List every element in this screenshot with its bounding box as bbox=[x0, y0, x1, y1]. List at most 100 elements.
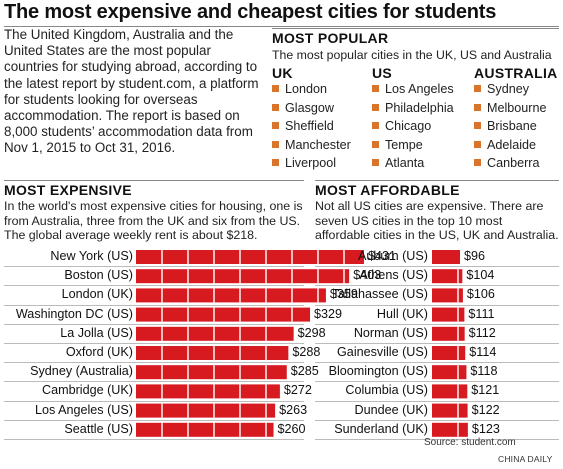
city-name: Glasgow bbox=[285, 100, 334, 115]
column-head-uk: UK bbox=[272, 65, 293, 81]
expensive-bar bbox=[136, 384, 280, 399]
city-name: Chicago bbox=[385, 119, 432, 134]
expensive-value-label: $403 bbox=[353, 268, 382, 283]
affordable-category-label: Hull (UK) bbox=[376, 306, 428, 321]
city-name: Liverpool bbox=[285, 156, 337, 171]
popular-city: Canberra bbox=[474, 156, 540, 170]
affordable-bar bbox=[432, 307, 465, 322]
city-name: Brisbane bbox=[487, 119, 537, 134]
popular-city: Sydney bbox=[474, 82, 529, 96]
affordable-category-label: Athens (US) bbox=[359, 268, 428, 283]
row-separator bbox=[4, 419, 304, 421]
row-separator bbox=[4, 400, 304, 402]
popular-city: Melbourne bbox=[474, 101, 547, 115]
row-separator bbox=[4, 266, 304, 268]
affordable-category-label: Dundee (UK) bbox=[354, 402, 429, 417]
popular-city: Manchester bbox=[272, 138, 351, 152]
popular-city: London bbox=[272, 82, 327, 96]
affordable-category-label: Gainesville (US) bbox=[337, 345, 428, 359]
popular-city: Chicago bbox=[372, 119, 431, 133]
city-marker bbox=[372, 159, 379, 167]
affordable-bar bbox=[432, 288, 463, 303]
city-marker bbox=[372, 140, 379, 148]
intro-paragraph: The United Kingdom, Australia and the Un… bbox=[4, 27, 259, 156]
row-separator bbox=[4, 343, 304, 344]
affordable-bar bbox=[432, 422, 468, 437]
popular-city: Sheffield bbox=[272, 119, 334, 133]
affordable-value-label: $96 bbox=[464, 249, 486, 263]
row-separator bbox=[4, 439, 304, 440]
row-separator bbox=[4, 304, 304, 306]
affordable-bar bbox=[432, 346, 466, 360]
row-separator bbox=[4, 362, 304, 364]
expensive-bar bbox=[136, 422, 274, 437]
expensive-category-label: Seattle (US) bbox=[64, 421, 133, 436]
column-head-us: US bbox=[372, 65, 393, 81]
city-marker bbox=[474, 140, 481, 148]
affordable-value-label: $114 bbox=[469, 345, 497, 359]
city-name: Sydney bbox=[487, 82, 530, 96]
city-marker bbox=[372, 103, 379, 111]
city-name: Philadelphia bbox=[385, 100, 454, 115]
affordable-category-label: Norman (US) bbox=[353, 325, 428, 340]
affordable-title: MOST AFFORDABLE bbox=[315, 182, 460, 198]
city-marker bbox=[272, 159, 279, 167]
affordable-category-label: Auburn (US) bbox=[358, 249, 428, 263]
affordable-category-label: Sunderland (UK) bbox=[334, 421, 428, 436]
affordable-value-label: $104 bbox=[466, 268, 495, 283]
expensive-bar bbox=[136, 403, 276, 418]
expensive-bar bbox=[136, 250, 364, 264]
expensive-divider bbox=[4, 180, 304, 181]
popular-city: Tempe bbox=[372, 138, 423, 152]
expensive-value-label: $263 bbox=[279, 402, 308, 417]
city-marker bbox=[474, 103, 481, 111]
affordable-value-label: $122 bbox=[471, 402, 500, 417]
city-name: Los Angeles bbox=[385, 82, 454, 96]
expensive-bar bbox=[136, 288, 326, 303]
city-marker bbox=[272, 122, 279, 130]
city-name: Sheffield bbox=[285, 119, 334, 134]
city-name: Tempe bbox=[385, 137, 423, 152]
popular-city: Philadelphia bbox=[372, 101, 454, 115]
row-separator bbox=[315, 266, 559, 268]
row-separator bbox=[315, 400, 559, 402]
expensive-category-label: Boston (US) bbox=[64, 268, 133, 283]
popular-city: Adelaide bbox=[474, 138, 536, 152]
row-separator bbox=[315, 439, 559, 440]
expensive-category-label: Cambridge (UK) bbox=[42, 383, 133, 398]
popular-city: Brisbane bbox=[474, 119, 537, 133]
expensive-value-label: $329 bbox=[314, 306, 343, 321]
popular-divider bbox=[272, 28, 559, 29]
source-note: Source: student.com bbox=[424, 437, 516, 448]
affordable-value-label: $118 bbox=[470, 364, 498, 379]
affordable-category-label: Tallahassee (US) bbox=[332, 287, 428, 302]
column-head-australia: AUSTRALIA bbox=[474, 65, 558, 81]
expensive-category-label: Washington DC (US) bbox=[15, 306, 133, 321]
city-marker bbox=[272, 85, 279, 92]
expensive-value-label: $260 bbox=[277, 421, 306, 436]
expensive-bar bbox=[136, 326, 294, 341]
affordable-bar bbox=[432, 269, 463, 284]
expensive-category-label: New York (US) bbox=[50, 249, 133, 263]
popular-city: Atlanta bbox=[372, 156, 424, 170]
city-name: Melbourne bbox=[487, 100, 547, 115]
expensive-category-label: London (UK) bbox=[61, 287, 133, 302]
expensive-category-label: Sydney (Australia) bbox=[30, 364, 133, 379]
city-marker bbox=[474, 122, 481, 130]
expensive-category-label: La Jolla (US) bbox=[60, 325, 133, 340]
expensive-bar bbox=[136, 365, 287, 380]
city-marker bbox=[372, 85, 379, 92]
row-separator bbox=[4, 285, 304, 287]
expensive-value-label: $431 bbox=[368, 249, 397, 263]
affordable-divider bbox=[315, 180, 559, 181]
affordable-value-label: $111 bbox=[468, 306, 495, 321]
affordable-bar bbox=[432, 326, 465, 341]
popular-city: Liverpool bbox=[272, 156, 336, 170]
expensive-bar bbox=[136, 269, 350, 284]
row-separator bbox=[315, 381, 559, 383]
expensive-category-label: Oxford (UK) bbox=[65, 345, 133, 359]
affordable-bar bbox=[432, 384, 468, 399]
city-marker bbox=[474, 159, 481, 167]
city-marker bbox=[474, 85, 481, 92]
city-name: Manchester bbox=[285, 137, 351, 152]
